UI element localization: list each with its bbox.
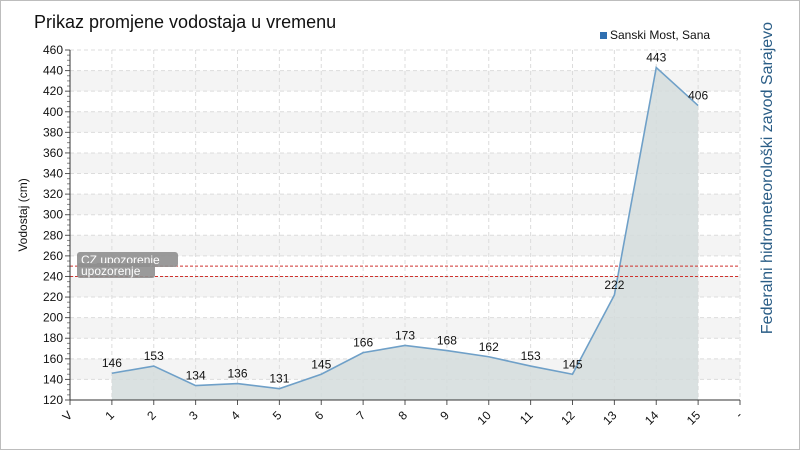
- chart-title: Prikaz promjene vodostaja u vremenu: [34, 12, 337, 32]
- data-label: 145: [562, 357, 582, 371]
- y-tick-label: 120: [43, 393, 63, 407]
- y-tick-label: 260: [43, 249, 63, 263]
- data-label: 134: [186, 369, 206, 383]
- y-tick-label: 280: [43, 228, 63, 242]
- y-tick-label: 360: [43, 146, 63, 160]
- threshold-label-box: [77, 263, 155, 278]
- data-label: 146: [102, 356, 122, 370]
- x-tick-label: 4: [228, 408, 243, 423]
- data-label: 166: [353, 336, 373, 350]
- data-label: 443: [646, 51, 666, 65]
- data-label: 406: [688, 89, 708, 103]
- y-tick-label: 340: [43, 167, 63, 181]
- data-label: 145: [311, 357, 331, 371]
- series-area: [111, 67, 699, 400]
- data-label: 173: [395, 328, 415, 342]
- y-tick-label: 220: [43, 290, 63, 304]
- data-label: 153: [521, 349, 541, 363]
- legend-swatch: [600, 31, 607, 39]
- threshold-label: upozorenje: [81, 264, 141, 278]
- series-line[interactable]: [111, 65, 699, 390]
- y-tick-label: 420: [43, 84, 63, 98]
- x-tick-label: 3: [186, 408, 201, 423]
- x-tick-label: 9: [437, 408, 452, 423]
- y-tick-label: 380: [43, 125, 63, 139]
- data-label: 168: [437, 334, 457, 348]
- y-tick-label: 320: [43, 187, 63, 201]
- legend-label: Sanski Most, Sana: [610, 28, 711, 42]
- y-axis-title: Vodostaj (cm): [16, 178, 30, 251]
- y-tick-label: 180: [43, 331, 63, 345]
- x-tick-label: 12: [558, 408, 578, 428]
- x-tick-label: 7: [354, 408, 369, 423]
- y-tick-label: 140: [43, 372, 63, 386]
- x-tick-label: 5: [270, 408, 285, 423]
- x-tick-label: 14: [642, 408, 662, 428]
- x-tick-label: 15: [684, 408, 704, 428]
- data-label: 153: [144, 349, 164, 363]
- y-tick-label: 460: [43, 43, 63, 57]
- x-tick-label: 2: [144, 408, 159, 423]
- x-tick-label: 10: [475, 408, 495, 428]
- y-tick-label: 400: [43, 105, 63, 119]
- x-tick-label: -: [732, 408, 745, 421]
- data-label: 162: [479, 340, 499, 354]
- y-tick-label: 160: [43, 352, 63, 366]
- y-tick-label: 300: [43, 208, 63, 222]
- x-tick-label: 1: [102, 408, 117, 423]
- x-tick-label: 13: [600, 408, 620, 428]
- x-tick-label: V: [60, 408, 76, 424]
- y-tick-label: 440: [43, 64, 63, 78]
- data-label: 136: [227, 367, 247, 381]
- data-label: 131: [269, 372, 289, 386]
- x-tick-label: 8: [395, 408, 410, 423]
- x-tick-label: 6: [312, 408, 327, 423]
- data-label: 222: [604, 278, 624, 292]
- y-tick-label: 200: [43, 311, 63, 325]
- legend[interactable]: Sanski Most, Sana: [600, 28, 710, 42]
- y-tick-label: 240: [43, 269, 63, 283]
- x-tick-label: 11: [517, 408, 536, 427]
